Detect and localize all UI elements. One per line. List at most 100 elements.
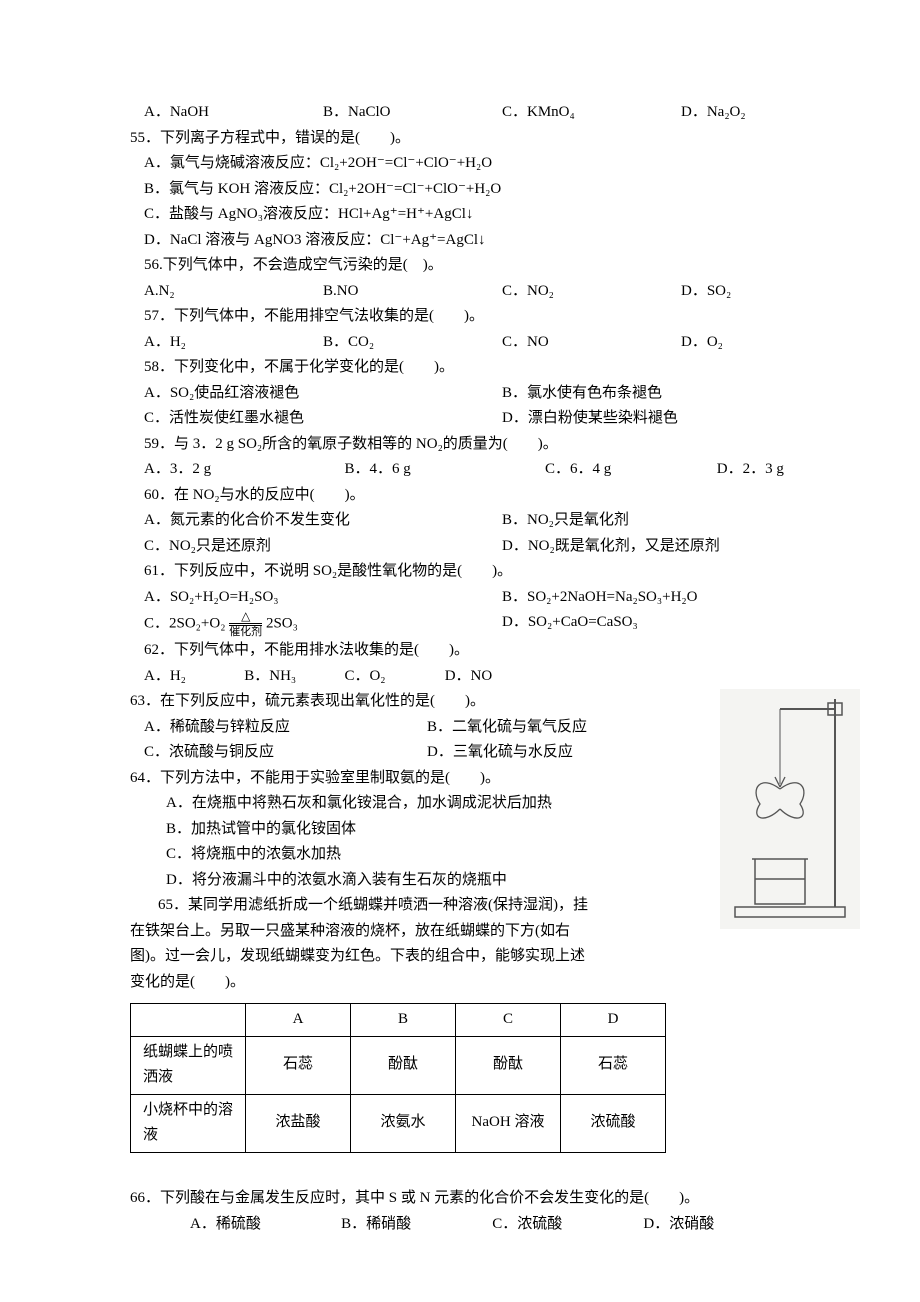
q64-opt-c: C．将烧瓶中的浓氨水加热 <box>130 842 710 868</box>
q65-r1c3: 酚酞 <box>456 1036 561 1094</box>
q61-opt-b: B．SO₂+2NaOH=Na₂SO₃+H₂O <box>502 585 860 611</box>
q65-h3: C <box>456 1004 561 1037</box>
q55-stem: 55．下列离子方程式中，错误的是( )。 <box>130 126 860 152</box>
q58-opt-c: C．活性炭使红墨水褪色 <box>144 406 502 432</box>
q64-opt-a: A．在烧瓶中将熟石灰和氯化铵混合，加水调成泥状后加热 <box>130 791 710 817</box>
q65-r1c2: 酚酞 <box>351 1036 456 1094</box>
q64-stem: 64．下列方法中，不能用于实验室里制取氨的是( )。 <box>130 766 710 792</box>
q61-c-line1 <box>229 623 262 624</box>
q58-opt-d: D．漂白粉使某些染料褪色 <box>502 406 860 432</box>
q57-options: A．H₂ B．CO₂ C．NO D．O₂ <box>130 330 860 356</box>
q65-h1: A <box>246 1004 351 1037</box>
q60-stem: 60．在 NO₂与水的反应中( )。 <box>130 483 860 509</box>
q61-c-bot: 催化剂 <box>229 627 262 638</box>
q65-r2c1: 浓盐酸 <box>246 1094 351 1152</box>
q61-c-post: 2SO₃ <box>266 615 298 631</box>
q65-r1c0: 纸蝴蝶上的喷洒液 <box>131 1036 246 1094</box>
q61-stem: 61．下列反应中，不说明 SO₂是酸性氧化物的是( )。 <box>130 559 860 585</box>
q61-options-row2: C．2SO₂+O₂ △ 催化剂 2SO₃ D．SO₂+CaO=CaSO₃ <box>130 610 860 638</box>
q60-opt-a: A．氮元素的化合价不发生变化 <box>144 508 502 534</box>
q59-opt-c: C．6．4 g <box>545 457 717 483</box>
q65-stem-3: 图)。过一会儿，发现纸蝴蝶变为红色。下表的组合中，能够实现上述 <box>130 944 710 970</box>
q61-c-pre: C．2SO₂+O₂ <box>144 615 225 631</box>
q59-opt-b: B．4．6 g <box>344 457 544 483</box>
q66-opt-b: B．稀硝酸 <box>341 1212 488 1238</box>
q62-opt-b: B．NH₃ <box>244 664 344 690</box>
q61-opt-d: D．SO₂+CaO=CaSO₃ <box>502 610 860 638</box>
q56-opt-a: A.N₂ <box>144 279 323 305</box>
q65-r2c2: 浓氨水 <box>351 1094 456 1152</box>
q54-opt-d: D．Na₂O₂ <box>681 100 860 126</box>
q57-stem: 57．下列气体中，不能用排空气法收集的是( )。 <box>130 304 860 330</box>
q63-opt-a: A．稀硫酸与锌粒反应 <box>144 715 427 741</box>
q63-opt-b: B．二氧化硫与氧气反应 <box>427 715 710 741</box>
q58-stem: 58．下列变化中，不属于化学变化的是( )。 <box>130 355 860 381</box>
q58-options: A．SO₂使品红溶液褪色 B．氯水使有色布条褪色 C．活性炭使红墨水褪色 D．漂… <box>130 381 860 432</box>
q60-opt-b: B．NO₂只是氧化剂 <box>502 508 860 534</box>
q65-r1c1: 石蕊 <box>246 1036 351 1094</box>
q66-opt-c: C．浓硫酸 <box>492 1212 639 1238</box>
q65-r2c3: NaOH 溶液 <box>456 1094 561 1152</box>
q65-h2: B <box>351 1004 456 1037</box>
q60-opt-c: C．NO₂只是还原剂 <box>144 534 502 560</box>
q65-r1c4: 石蕊 <box>561 1036 666 1094</box>
q64-opt-d: D．将分液漏斗中的浓氨水滴入装有生石灰的烧瓶中 <box>130 868 710 894</box>
q66-opt-d: D．浓硝酸 <box>643 1212 790 1238</box>
q66-options: A．稀硫酸 B．稀硝酸 C．浓硫酸 D．浓硝酸 <box>130 1212 860 1238</box>
q54-opt-a: A．NaOH <box>144 100 323 126</box>
q66-stem: 66．下列酸在与金属发生反应时，其中 S 或 N 元素的化合价不会发生变化的是(… <box>130 1186 860 1212</box>
q56-opt-b: B.NO <box>323 279 502 305</box>
q54-options: A．NaOH B．NaClO C．KMnO₄ D．Na₂O₂ <box>130 100 860 126</box>
q64-opt-b: B．加热试管中的氯化铵固体 <box>130 817 710 843</box>
q54-opt-b: B．NaClO <box>323 100 502 126</box>
q65-h0 <box>131 1004 246 1037</box>
q65-table: A B C D 纸蝴蝶上的喷洒液 石蕊 酚酞 酚酞 石蕊 小烧杯中的溶液 浓盐酸… <box>130 1003 666 1153</box>
q55-opt-a: A．氯气与烧碱溶液反应：Cl₂+2OH⁻=Cl⁻+ClO⁻+H₂O <box>130 151 860 177</box>
q54-opt-c: C．KMnO₄ <box>502 100 681 126</box>
q58-opt-b: B．氯水使有色布条褪色 <box>502 381 860 407</box>
q61-opt-c: C．2SO₂+O₂ △ 催化剂 2SO₃ <box>144 610 502 638</box>
q65-row2: 小烧杯中的溶液 浓盐酸 浓氨水 NaOH 溶液 浓硫酸 <box>131 1094 666 1152</box>
q63-stem: 63．在下列反应中，硫元素表现出氧化性的是( )。 <box>130 689 710 715</box>
q61-options-row1: A．SO₂+H₂O=H₂SO₃ B．SO₂+2NaOH=Na₂SO₃+H₂O <box>130 585 860 611</box>
q63-options: A．稀硫酸与锌粒反应 B．二氧化硫与氧气反应 C．浓硫酸与铜反应 D．三氧化硫与… <box>130 715 710 766</box>
apparatus-figure <box>720 689 860 995</box>
q57-opt-a: A．H₂ <box>144 330 323 356</box>
q61-c-condition: △ 催化剂 <box>229 610 262 638</box>
q61-opt-a: A．SO₂+H₂O=H₂SO₃ <box>144 585 502 611</box>
q56-opt-d: D．SO₂ <box>681 279 860 305</box>
q59-opt-a: A．3．2 g <box>144 457 344 483</box>
q65-stem-4: 变化的是( )。 <box>130 970 710 996</box>
q56-stem: 56.下列气体中，不会造成空气污染的是( )。 <box>130 253 860 279</box>
q63-opt-d: D．三氧化硫与水反应 <box>427 740 710 766</box>
q65-stem-2: 在铁架台上。另取一只盛某种溶液的烧杯，放在纸蝴蝶的下方(如右 <box>130 919 710 945</box>
q65-header-row: A B C D <box>131 1004 666 1037</box>
q65-stem-1: 65．某同学用滤纸折成一个纸蝴蝶并喷洒一种溶液(保持湿润)，挂 <box>130 893 710 919</box>
q56-options: A.N₂ B.NO C．NO₂ D．SO₂ <box>130 279 860 305</box>
q57-opt-b: B．CO₂ <box>323 330 502 356</box>
apparatus-svg <box>720 689 860 929</box>
q66-opt-a: A．稀硫酸 <box>190 1212 337 1238</box>
q57-opt-d: D．O₂ <box>681 330 860 356</box>
q63-opt-c: C．浓硫酸与铜反应 <box>144 740 427 766</box>
q61-c-top: △ <box>229 610 262 622</box>
q62-opt-c: C．O₂ <box>344 664 444 690</box>
q63-66-with-figure: 63．在下列反应中，硫元素表现出氧化性的是( )。 A．稀硫酸与锌粒反应 B．二… <box>130 689 860 995</box>
q59-opt-d: D．2．3 g <box>717 457 860 483</box>
q65-r2c4: 浓硫酸 <box>561 1094 666 1152</box>
q62-options: A．H₂ B．NH₃ C．O₂ D．NO <box>130 664 860 690</box>
text-column: 63．在下列反应中，硫元素表现出氧化性的是( )。 A．稀硫酸与锌粒反应 B．二… <box>130 689 710 995</box>
q65-h4: D <box>561 1004 666 1037</box>
q65-row1: 纸蝴蝶上的喷洒液 石蕊 酚酞 酚酞 石蕊 <box>131 1036 666 1094</box>
q59-options: A．3．2 g B．4．6 g C．6．4 g D．2．3 g <box>130 457 860 483</box>
q60-options: A．氮元素的化合价不发生变化 B．NO₂只是氧化剂 C．NO₂只是还原剂 D．N… <box>130 508 860 559</box>
q56-opt-c: C．NO₂ <box>502 279 681 305</box>
q55-opt-c: C．盐酸与 AgNO₃溶液反应：HCl+Ag⁺=H⁺+AgCl↓ <box>130 202 860 228</box>
q58-opt-a: A．SO₂使品红溶液褪色 <box>144 381 502 407</box>
figure-bg <box>720 689 860 929</box>
q65-r2c0: 小烧杯中的溶液 <box>131 1094 246 1152</box>
q55-opt-b: B．氯气与 KOH 溶液反应：Cl₂+2OH⁻=Cl⁻+ClO⁻+H₂O <box>130 177 860 203</box>
q62-opt-d: D．NO <box>445 664 545 690</box>
q60-opt-d: D．NO₂既是氧化剂，又是还原剂 <box>502 534 860 560</box>
q55-opt-d: D．NaCl 溶液与 AgNO3 溶液反应：Cl⁻+Ag⁺=AgCl↓ <box>130 228 860 254</box>
